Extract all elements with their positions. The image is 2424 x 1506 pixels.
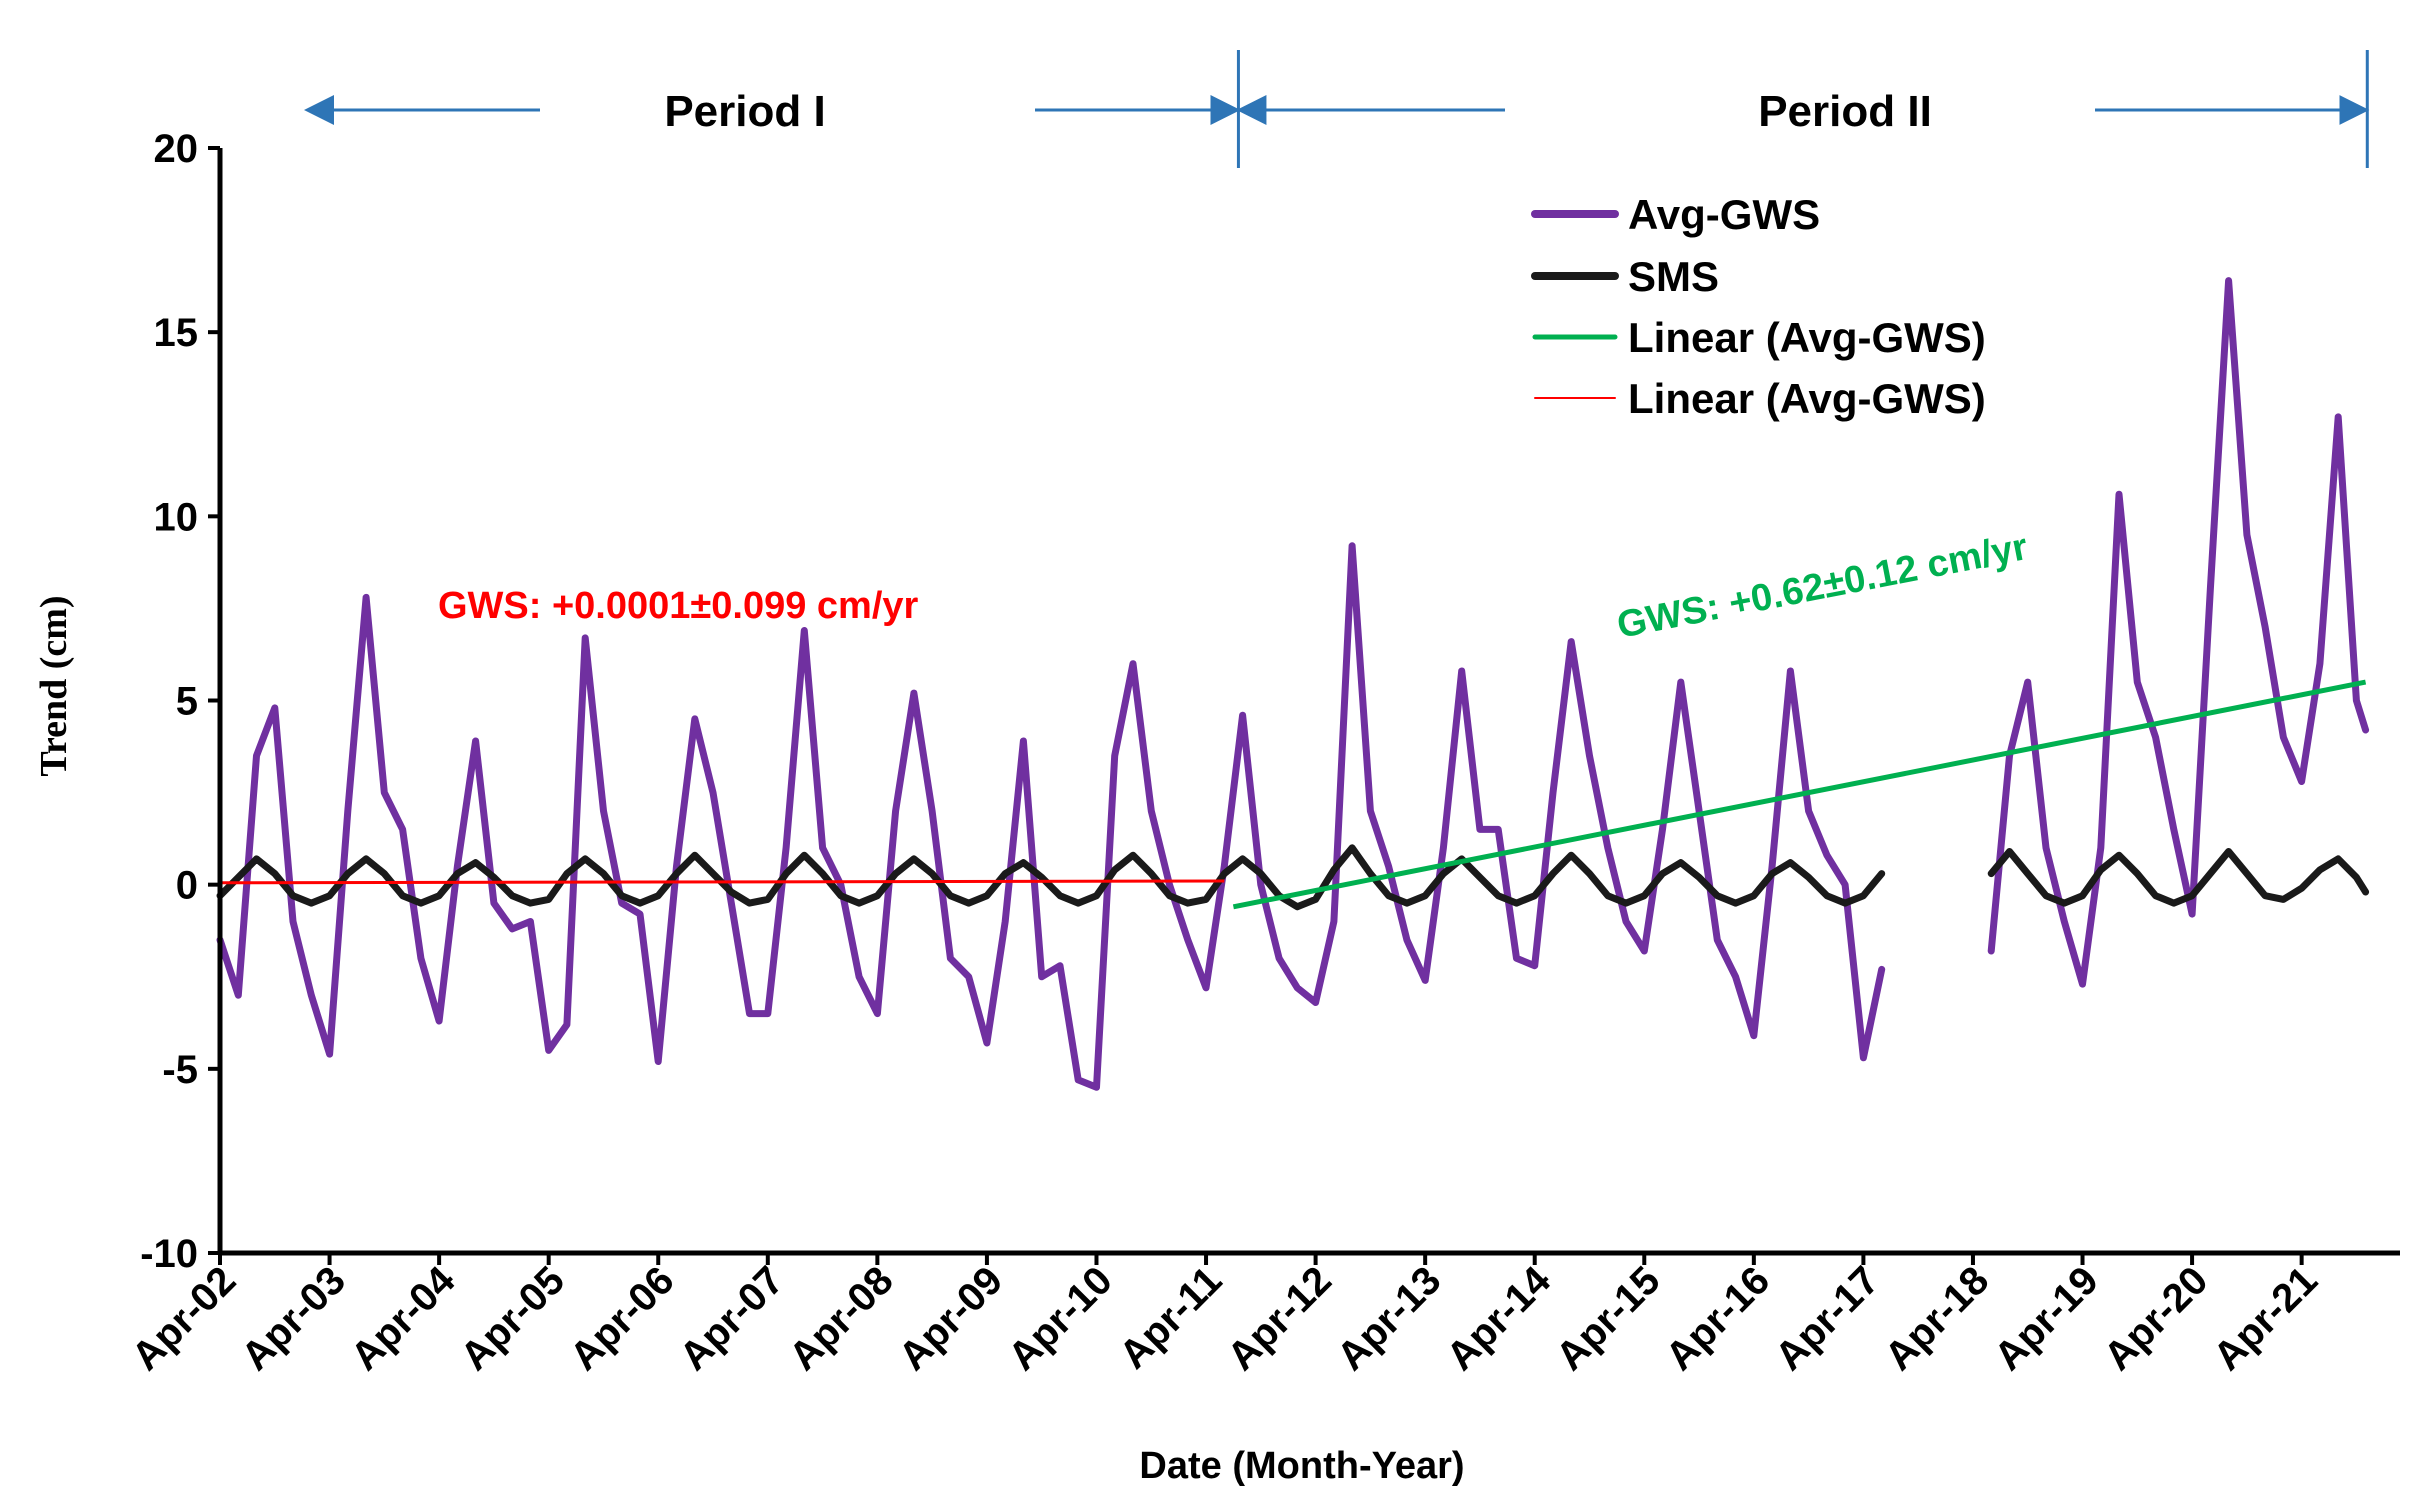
x-tick-label: Apr-15 [1548, 1258, 1669, 1379]
series-line-avg-gws [1987, 277, 2370, 988]
y-tick-label: 20 [154, 127, 199, 171]
series-line-sms [1987, 848, 2370, 907]
legend-item: Avg-GWS [1531, 191, 1820, 238]
x-tick-label: Apr-13 [1329, 1258, 1450, 1379]
x-tick-label: Apr-14 [1438, 1258, 1559, 1379]
legend-label: Linear (Avg-GWS) [1628, 314, 1986, 361]
green-trend-annotation: GWS: +0.62±0.12 cm/yr [1614, 526, 2031, 647]
plot-area [216, 277, 2370, 1091]
x-tick-label: Apr-12 [1219, 1258, 1340, 1379]
x-tick-label: Apr-19 [1986, 1258, 2107, 1379]
red-trend-annotation: GWS: +0.0001±0.099 cm/yr [438, 585, 919, 627]
legend-label: SMS [1628, 253, 1719, 300]
axes: -10-505101520Apr-02Apr-03Apr-04Apr-05Apr… [124, 127, 2400, 1379]
y-tick-label: -5 [162, 1048, 198, 1092]
period-markers: Period I Period II [304, 50, 2370, 168]
x-tick-label: Apr-18 [1877, 1258, 1998, 1379]
legend-label: Avg-GWS [1628, 191, 1820, 238]
y-tick-label: -10 [140, 1232, 198, 1276]
x-tick-label: Apr-03 [233, 1258, 354, 1379]
x-tick-label: Apr-02 [124, 1258, 245, 1379]
x-tick-label: Apr-09 [891, 1258, 1012, 1379]
legend-item: Linear (Avg-GWS) [1532, 314, 1986, 361]
x-tick-label: Apr-08 [781, 1258, 902, 1379]
y-tick-label: 10 [154, 495, 199, 539]
x-tick-label: Apr-16 [1657, 1258, 1778, 1379]
trend-line-red [219, 879, 1225, 885]
annotations: GWS: +0.0001±0.099 cm/yr GWS: +0.62±0.12 … [438, 526, 2031, 647]
y-axis-title: Trend (cm) [33, 595, 75, 776]
series-line-sms [216, 844, 1886, 911]
y-tick-label: 0 [176, 864, 198, 908]
x-tick-label: Apr-04 [343, 1258, 464, 1379]
x-tick-label: Apr-06 [562, 1258, 683, 1379]
y-tick-label: 15 [154, 311, 199, 355]
x-tick-label: Apr-17 [1767, 1258, 1888, 1379]
legend-item: SMS [1531, 253, 1719, 300]
legend-label: Linear (Avg-GWS) [1628, 375, 1986, 422]
x-tick-label: Apr-07 [671, 1258, 792, 1379]
legend: Avg-GWS SMS Linear (Avg-GWS) Linear (Avg-GW… [1531, 191, 1986, 422]
period-i-label: Period I [664, 87, 825, 136]
x-tick-label: Apr-10 [1000, 1258, 1121, 1379]
x-axis-title: Date (Month-Year) [1139, 1445, 1464, 1487]
x-tick-label: Apr-05 [452, 1258, 573, 1379]
trend-line-green [1232, 679, 2367, 910]
legend-item: Linear (Avg-GWS) [1534, 375, 1986, 422]
y-tick-label: 5 [176, 680, 198, 724]
x-tick-label: Apr-20 [2096, 1258, 2217, 1379]
period-ii-label: Period II [1758, 87, 1932, 136]
x-tick-label: Apr-21 [2205, 1258, 2326, 1379]
x-tick-label: Apr-11 [1111, 1258, 1230, 1377]
